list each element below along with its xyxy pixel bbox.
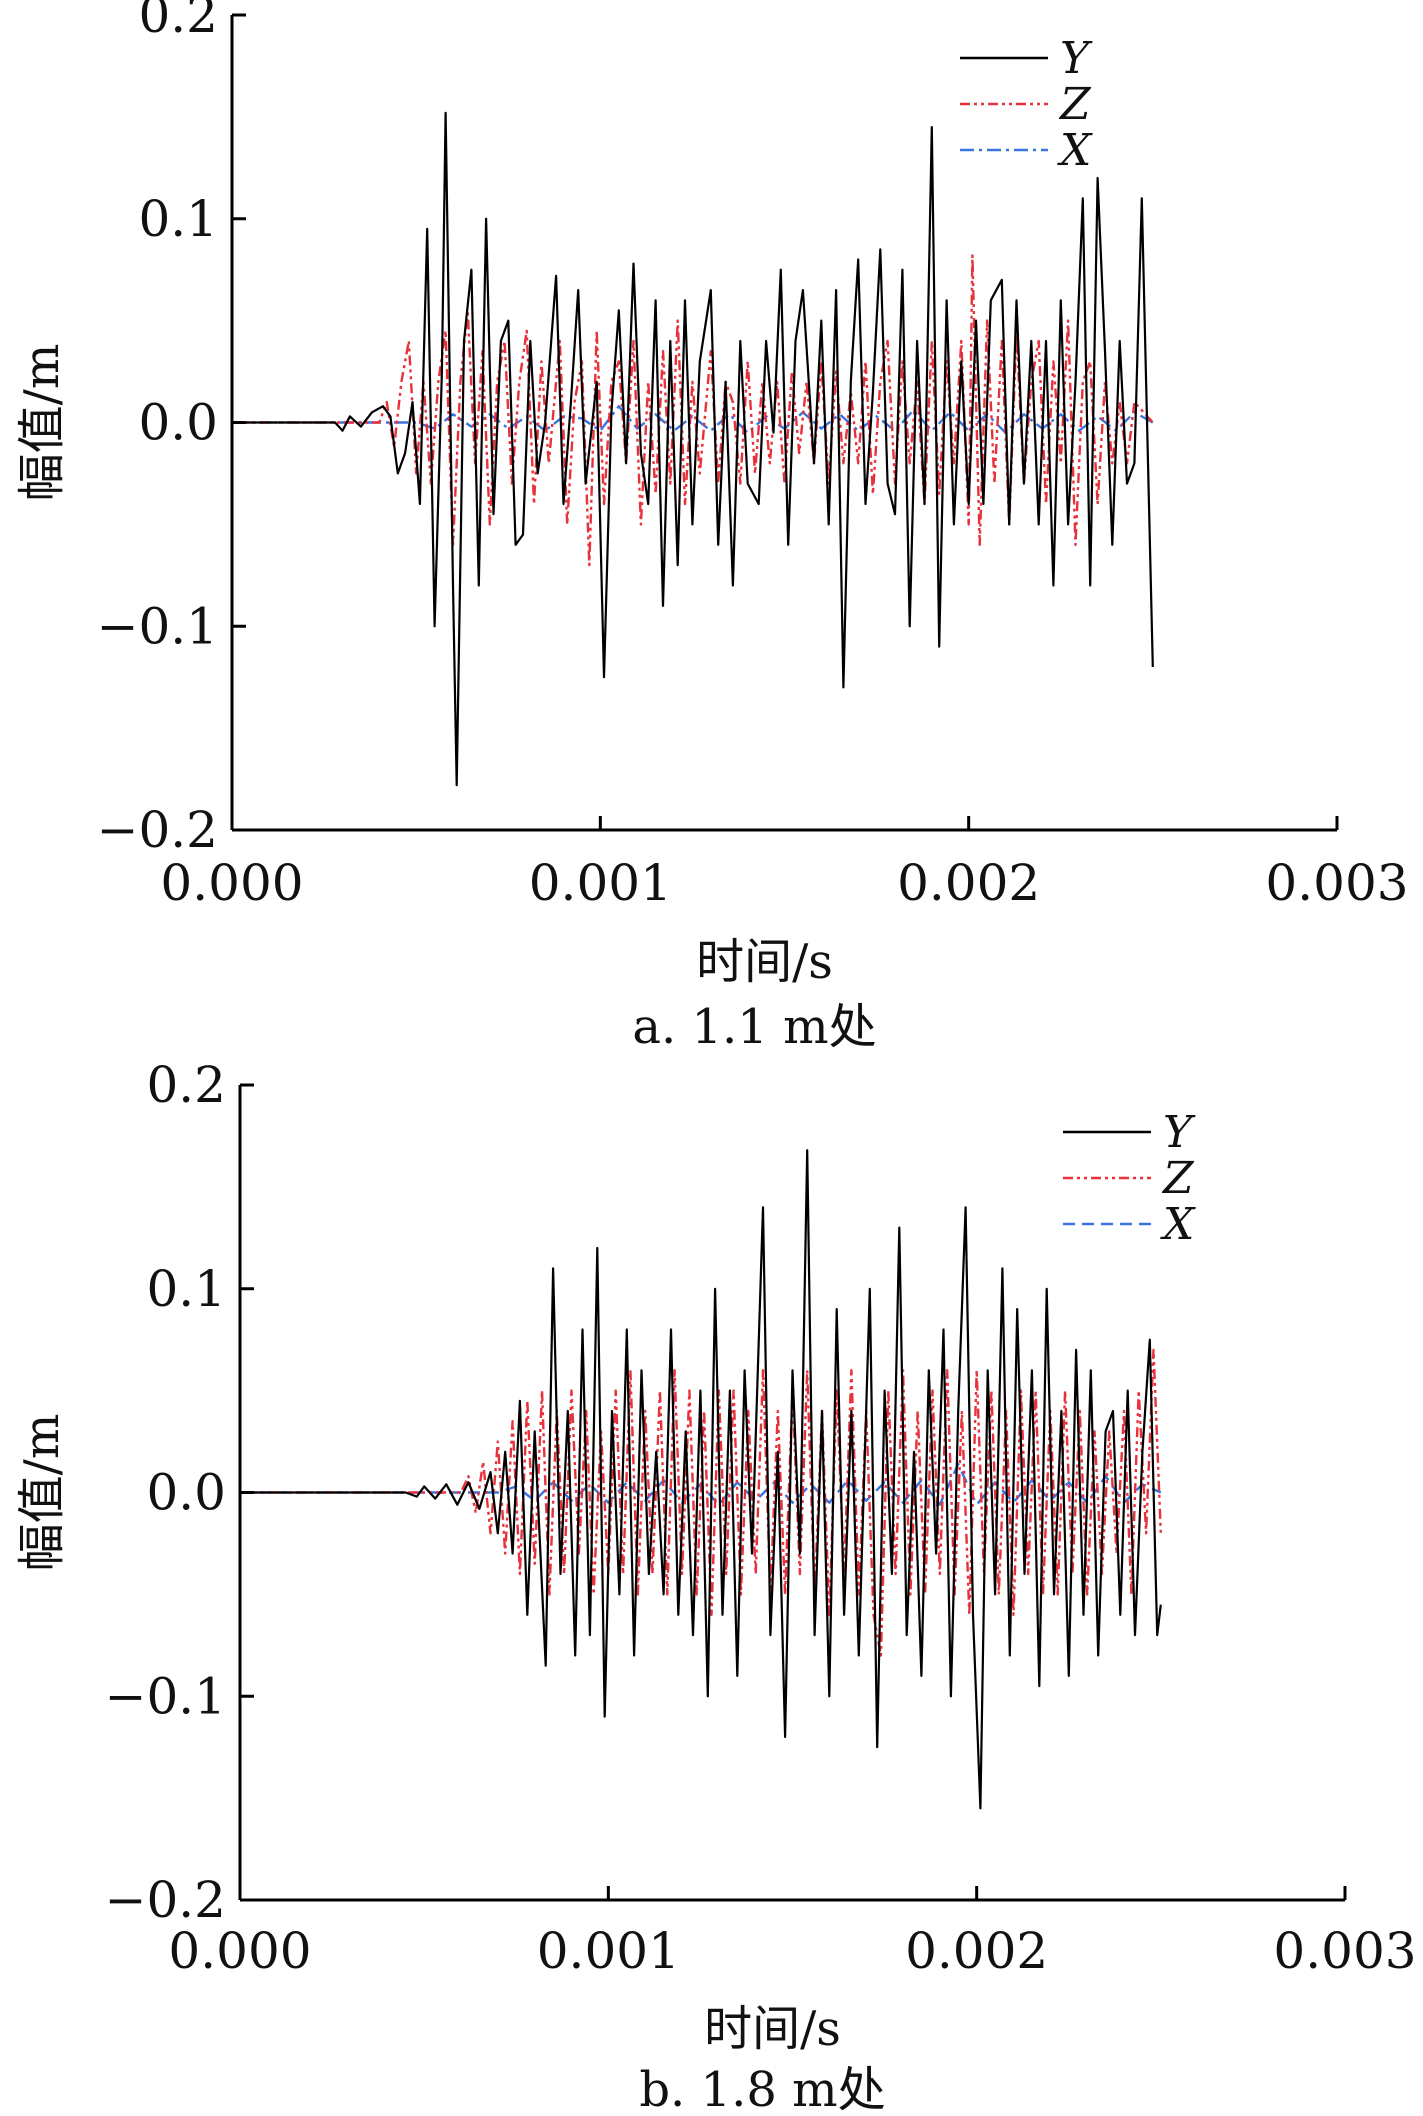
y-tick-label: 0.1 <box>138 190 218 248</box>
y-tick-label: −0.1 <box>97 597 218 655</box>
chart-panel-a: 0.2 0.1 0.0 −0.1 −0.20.000 0.001 0.002 0.003 时间/… <box>14 0 1409 1055</box>
y-tick-label: 0.1 <box>146 1260 226 1318</box>
x-tick-label: 0.002 <box>905 1922 1048 1980</box>
y-tick-label: 0.2 <box>146 1056 226 1114</box>
legend-label-y: Y <box>1060 33 1093 84</box>
x-axis-title: 时间/s <box>696 934 833 990</box>
x-tick-label: 0.000 <box>168 1922 311 1980</box>
x-tick-label: 0.001 <box>537 1922 680 1980</box>
panel-caption: a. 1.1 m处 <box>632 999 876 1055</box>
x-tick-label: 0.000 <box>160 854 303 912</box>
x-tick-label: 0.002 <box>897 854 1040 912</box>
chart-panel-b: 0.2 0.1 0.0 −0.1 −0.20.000 0.001 0.002 0.003 时间/… <box>14 1056 1417 2116</box>
x-tick-label: 0.001 <box>529 854 672 912</box>
y-tick-label: 0.0 <box>138 394 218 452</box>
series-line-y <box>232 111 1154 787</box>
series-line-x <box>232 405 1154 434</box>
y-tick-label: −0.2 <box>97 801 218 859</box>
y-tick-label: −0.1 <box>105 1667 226 1725</box>
y-tick-label: 0.0 <box>146 1464 226 1522</box>
x-axis-title: 时间/s <box>704 2001 841 2057</box>
panel-caption: b. 1.8 m处 <box>639 2062 885 2116</box>
x-tick-label: 0.003 <box>1265 854 1408 912</box>
y-axis-title: 幅值/m <box>14 1414 70 1572</box>
y-tick-label: 0.2 <box>138 0 218 44</box>
legend-label-z: Z <box>1058 79 1092 130</box>
series-line-y <box>240 1149 1162 1810</box>
y-tick-label: −0.2 <box>105 1871 226 1929</box>
legend-label-y: Y <box>1163 1107 1196 1158</box>
legend-label-x: X <box>1160 1199 1196 1250</box>
legend-label-x: X <box>1057 125 1093 176</box>
y-axis-title: 幅值/m <box>14 344 70 502</box>
legend-label-z: Z <box>1161 1153 1195 1204</box>
series-line-z <box>240 1348 1162 1657</box>
x-tick-label: 0.003 <box>1273 1922 1416 1980</box>
